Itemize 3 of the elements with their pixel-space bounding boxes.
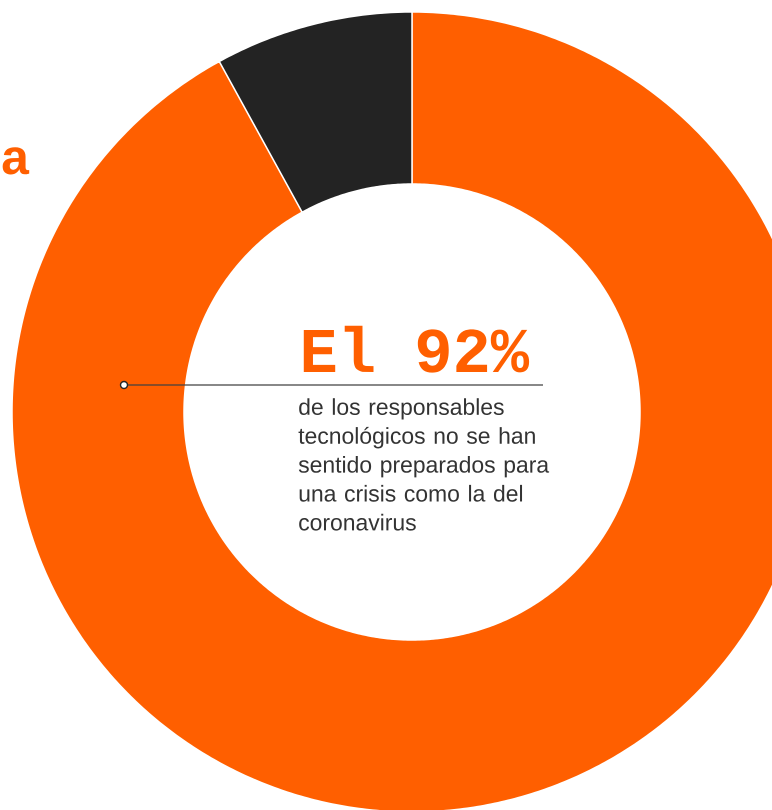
text: de los responsables tecnológicos no se han sentido preparados para una crisis como la del coronavirus <box>298 398 550 531</box>
text: a <box>2 147 30 174</box>
text: El 92% <box>304 326 530 373</box>
